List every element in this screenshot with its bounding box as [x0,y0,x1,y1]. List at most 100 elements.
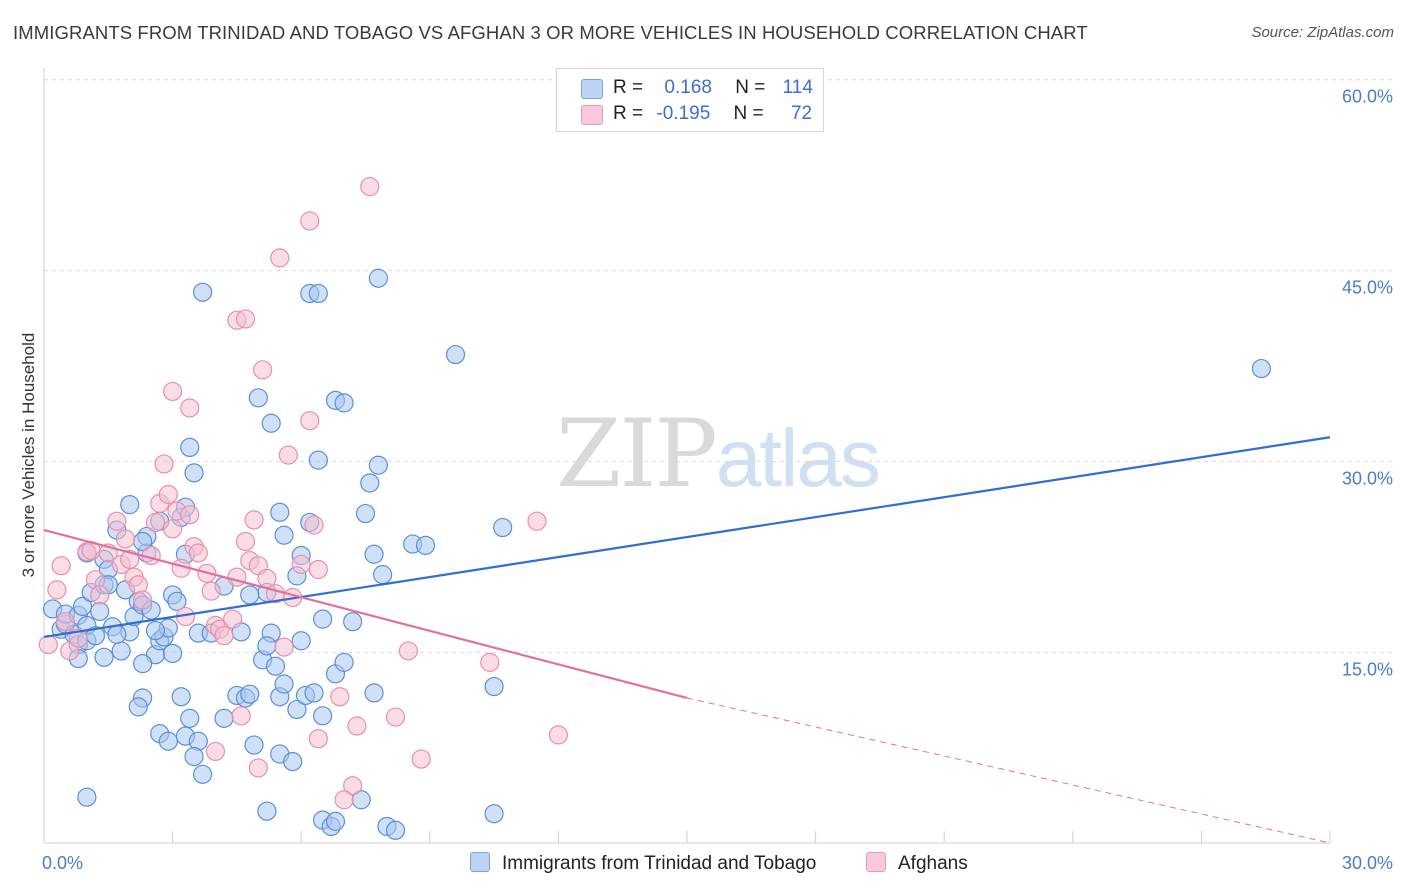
data-point [201,581,221,601]
data-point [411,749,431,769]
axes [43,68,1331,844]
legend-n-label: N = [735,77,766,98]
data-point [128,697,148,717]
y-axis-label: 3 or more Vehicles in Household [19,332,38,578]
data-point [287,699,307,720]
data-point [415,535,436,555]
data-point [300,411,320,431]
data-point [313,609,333,629]
legend-r-value: -0.195 [656,103,711,124]
data-point [385,820,406,840]
data-point [240,684,260,704]
data-point [248,388,268,408]
trend-line-trinidad [43,436,1331,639]
legend-n-value: 114 [782,77,813,98]
data-point [484,804,504,824]
data-point [240,585,260,605]
y-tick-label: 45.0% [1341,277,1393,298]
data-point [227,567,247,587]
data-point [334,393,354,413]
data-point [214,708,234,728]
data-point [145,620,166,641]
data-point [248,758,268,778]
bottom-legend: Immigrants from Trinidad and Tobago Afgh… [0,852,1406,878]
data-point [55,612,76,632]
data-point [180,505,200,525]
legend-swatch-pink [581,105,603,125]
bottom-legend-swatch-blue [470,852,490,872]
legend-row-afghans: R = -0.195 N = 72 [581,103,812,125]
data-point [235,309,256,329]
data-point [94,647,114,667]
data-point [253,360,273,380]
data-point [274,525,294,545]
data-point [77,787,97,807]
data-point [184,463,204,483]
data-point [360,177,380,197]
data-point [231,706,251,726]
data-point [373,565,393,585]
data-point [291,554,311,575]
data-point [244,735,264,755]
data-point [291,631,311,651]
data-point [304,515,324,535]
data-point [180,398,200,418]
chart-source: Source: ZipAtlas.com [1251,24,1394,41]
data-point [90,585,110,605]
data-point [188,543,208,563]
x-tick-label: 0.0% [42,853,84,873]
legend-n-label: N = [733,103,764,124]
data-point [283,751,303,772]
data-point [445,344,466,365]
data-point [368,455,388,475]
data-point [193,282,213,302]
data-point [360,473,380,493]
data-point [72,596,93,617]
data-point [107,511,127,531]
data-point [145,512,166,533]
data-point [115,529,136,549]
legend-r-value: 0.168 [664,77,712,98]
data-point [171,687,191,707]
y-tick-label: 15.0% [1341,659,1393,680]
legend-row-trinidad: R = 0.168 N = 114 [581,77,813,99]
data-point [364,683,384,703]
y-tick-label: 30.0% [1341,468,1393,489]
data-point [223,609,243,629]
data-point [120,495,140,515]
data-point [334,790,354,810]
data-point [38,634,58,655]
data-point [68,628,88,648]
data-point [51,556,71,576]
bottom-legend-item-trinidad: Immigrants from Trinidad and Tobago [470,852,816,875]
data-point [368,268,388,288]
legend-swatch-blue [581,79,603,99]
bottom-legend-label: Immigrants from Trinidad and Tobago [502,853,817,874]
data-point [163,643,183,664]
data-point [398,641,418,661]
data-point [364,544,384,564]
data-point [158,731,178,751]
data-point [308,559,328,580]
data-point [257,636,277,656]
data-point [90,601,110,622]
data-point [47,580,67,600]
data-point [274,674,294,694]
x-tick-label: 30.0% [1341,853,1393,873]
legend-r-label: R = [613,77,644,98]
data-point [270,248,290,268]
data-point [527,511,547,531]
data-point [158,484,178,505]
series-trinidad-points [42,268,1272,840]
legend: R = 0.168 N = 114 R = -0.195 N = 72 [556,68,824,132]
data-point [347,716,367,736]
data-point [265,656,286,676]
data-point [120,549,140,569]
data-point [235,531,256,552]
data-point [300,211,320,231]
data-point [163,519,183,539]
data-point [163,381,183,402]
data-point [385,707,406,727]
bottom-legend-item-afghans: Afghans [866,852,968,875]
